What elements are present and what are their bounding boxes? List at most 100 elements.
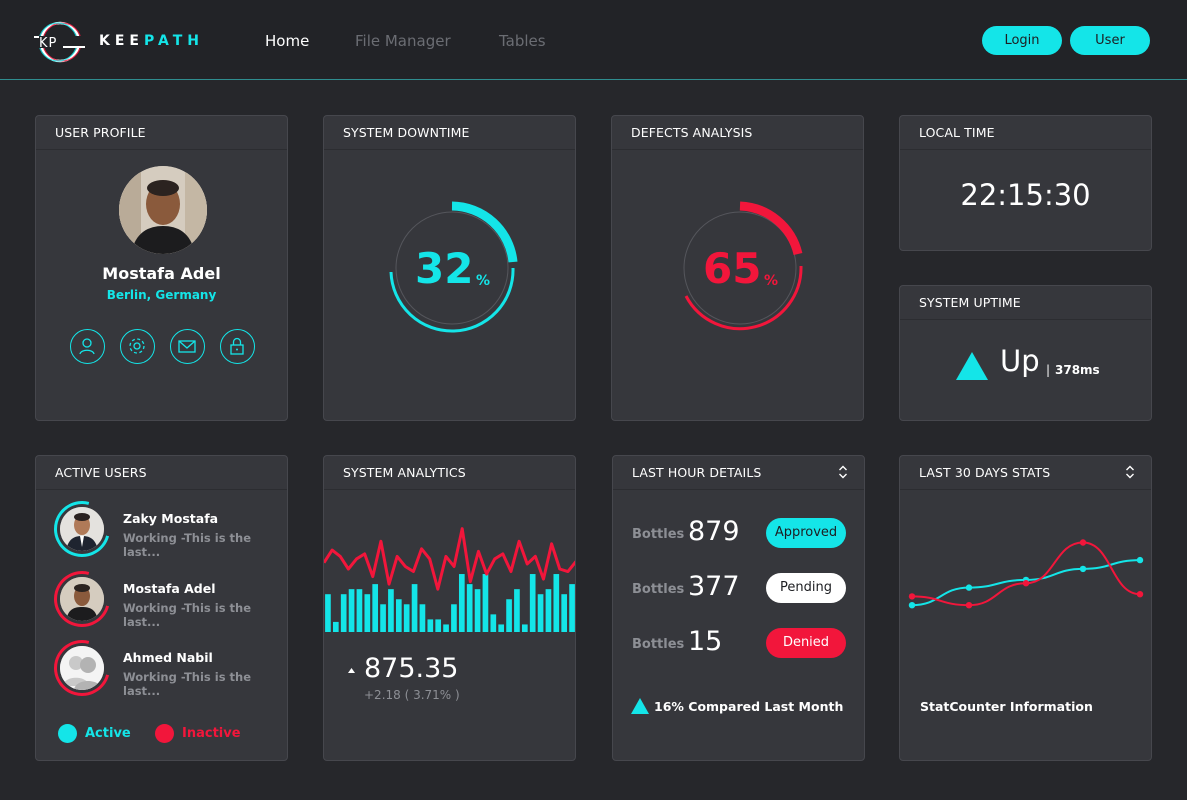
analytics-bar [356, 589, 363, 632]
card-title: DEFECTS ANALYSIS [612, 116, 863, 150]
lock-icon[interactable] [220, 329, 255, 364]
nav-file-manager[interactable]: File Manager [355, 32, 451, 50]
nav-home[interactable]: Home [265, 32, 310, 50]
avatar [60, 577, 104, 621]
system-downtime-card: SYSTEM DOWNTIME 32 % [323, 115, 576, 421]
sort-icon[interactable] [838, 464, 848, 480]
user-status-text: Working -This is the last... [123, 531, 252, 559]
downtime-unit: % [476, 273, 491, 289]
user-button[interactable]: User [1070, 26, 1150, 55]
stats-point [1136, 556, 1144, 564]
login-button[interactable]: Login [982, 26, 1062, 55]
row-value: 15 [688, 626, 723, 657]
analytics-value: 875.35 [364, 653, 459, 684]
row-label: Bottles [632, 582, 685, 597]
analytics-bar [561, 594, 568, 632]
stats-line-chart [908, 539, 1144, 609]
analytics-bar [380, 604, 386, 632]
card-title: USER PROFILE [36, 116, 287, 150]
downtime-value: 32 [415, 244, 474, 293]
stats-point [965, 602, 973, 609]
card-title: SYSTEM DOWNTIME [324, 116, 575, 150]
stats-point [965, 584, 973, 591]
user-status-text: Working -This is the last... [123, 670, 252, 698]
status-badge[interactable]: Denied [766, 628, 846, 658]
uptime-latency: 378ms [1055, 363, 1100, 377]
system-analytics-card: SYSTEM ANALYTICS 875.35 +2.18 ( 3.71% ) [323, 455, 576, 761]
analytics-bar [403, 604, 410, 632]
analytics-bar [482, 574, 489, 632]
card-title: LAST 30 DAYS STATS [900, 456, 1151, 490]
nav-tables[interactable]: Tables [499, 32, 546, 50]
analytics-bar [443, 624, 449, 632]
chart-footer: StatCounter Information [920, 699, 1093, 714]
analytics-bar [490, 614, 497, 632]
clock-time: 22:15:30 [960, 178, 1091, 212]
analytics-bar [451, 604, 457, 632]
card-title: SYSTEM ANALYTICS [324, 456, 575, 490]
analytics-bar [529, 574, 536, 632]
svg-text:KP: KP [39, 36, 57, 51]
analytics-chart [324, 527, 575, 632]
user-name: Zaky Mostafa [123, 511, 219, 526]
analytics-bar [458, 574, 465, 632]
stats-series-line [911, 541, 1141, 607]
analytics-bar [419, 604, 426, 632]
avatar [119, 166, 207, 254]
gear-icon[interactable] [120, 329, 155, 364]
mail-icon[interactable] [170, 329, 205, 364]
profile-location: Berlin, Germany [106, 288, 217, 302]
inactive-legend-dot [155, 724, 174, 743]
row-label: Bottles [632, 637, 685, 652]
list-item[interactable]: Ahmed Nabil Working -This is the last... [43, 629, 284, 707]
analytics-bar [506, 599, 512, 632]
triangle-up-icon [631, 698, 649, 714]
analytics-line [324, 527, 575, 591]
triangle-up-icon [956, 352, 988, 380]
analytics-bar [435, 619, 442, 632]
stats-point [908, 593, 916, 600]
profile-name: Mostafa Adel [102, 264, 221, 283]
list-item[interactable]: Mostafa Adel Working -This is the last..… [43, 560, 284, 638]
stats-point [1136, 591, 1144, 598]
status-badge[interactable]: Pending [766, 573, 846, 603]
analytics-bar [466, 584, 473, 632]
keepath-logo[interactable]: KP [33, 20, 93, 64]
comparison-text: 16% Compared Last Month [654, 699, 844, 714]
row-value: 377 [688, 571, 740, 602]
analytics-bar [340, 594, 347, 632]
status-badge[interactable]: Approved [766, 518, 846, 548]
analytics-bar [388, 589, 394, 632]
analytics-bar [332, 621, 339, 632]
list-item[interactable]: Zaky Mostafa Working -This is the last..… [43, 490, 284, 568]
brand-name: KEEPATH [99, 33, 204, 49]
analytics-bar [498, 624, 505, 632]
card-title: SYSTEM UPTIME [900, 286, 1151, 320]
analytics-bar [395, 599, 402, 632]
downtime-gauge [389, 201, 518, 333]
analytics-bar [372, 584, 379, 632]
analytics-bar [537, 594, 544, 632]
user-icon[interactable] [70, 329, 105, 364]
sort-icon[interactable] [1125, 464, 1135, 480]
defects-unit: % [764, 273, 779, 289]
stats-point [1079, 539, 1087, 546]
avatar [60, 646, 104, 690]
analytics-bar [545, 589, 552, 632]
analytics-bar [514, 589, 520, 632]
user-profile-card: USER PROFILE Mostafa Adel Berlin, German… [35, 115, 288, 421]
active-legend-label: Active [85, 726, 131, 741]
top-navbar: KP KEEPATH Home File Manager Tables Logi… [0, 0, 1187, 80]
user-status-text: Working -This is the last... [123, 601, 252, 629]
user-name: Ahmed Nabil [123, 650, 213, 665]
system-uptime-card: SYSTEM UPTIME Up | 378ms [899, 285, 1152, 421]
stats-point [1079, 565, 1087, 573]
avatar [60, 507, 104, 551]
analytics-bar [325, 594, 331, 632]
uptime-status: Up [1000, 344, 1040, 378]
stats-point [1022, 580, 1030, 587]
row-value: 879 [688, 516, 740, 547]
analytics-bar [427, 619, 434, 632]
active-legend-dot [58, 724, 77, 743]
last-hour-details-card: LAST HOUR DETAILS Bottles 879 Approved B… [612, 455, 865, 761]
